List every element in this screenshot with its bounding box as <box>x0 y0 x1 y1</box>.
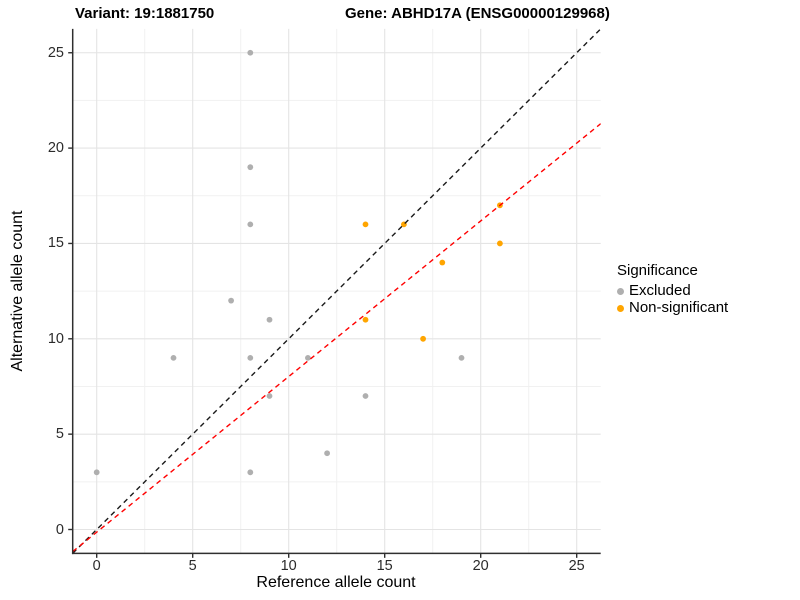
data-point-excluded <box>247 49 254 56</box>
legend-item-excluded: Excluded <box>617 283 728 299</box>
data-point-excluded <box>170 354 177 361</box>
data-point-excluded <box>458 354 465 361</box>
y-axis-label: Alternative allele count <box>9 210 26 372</box>
legend-title: Significance <box>617 262 698 279</box>
x-tick-label: 0 <box>92 558 101 574</box>
non-significant-point-icon <box>617 304 624 312</box>
data-point-excluded <box>247 164 254 171</box>
x-tick-label: 5 <box>188 558 197 574</box>
data-point-non-significant <box>439 259 446 266</box>
data-point-excluded <box>362 393 369 399</box>
legend-label-excluded: Excluded <box>629 282 691 299</box>
data-point-non-significant <box>497 240 503 247</box>
legend-label-non-significant: Non-significant <box>629 299 729 316</box>
data-point-excluded <box>247 469 254 476</box>
y-tick-label: 20 <box>47 140 64 157</box>
data-point-non-significant <box>420 335 426 342</box>
y-tick-label: 10 <box>47 330 64 347</box>
data-point-non-significant <box>362 221 369 228</box>
x-tick-label: 15 <box>376 558 393 574</box>
y-tick-label: 0 <box>55 521 64 538</box>
y-tick-label: 15 <box>47 235 64 252</box>
data-point-excluded <box>247 221 254 228</box>
data-point-excluded <box>228 297 235 304</box>
data-point-excluded <box>247 354 254 361</box>
data-point-excluded <box>93 469 100 476</box>
legend-item-non-significant: Non-significant <box>617 300 728 316</box>
legend: Significance Excluded Non-significant <box>617 261 728 317</box>
data-point-excluded <box>266 316 273 323</box>
data-point-excluded <box>324 450 330 457</box>
x-tick-label: 25 <box>568 558 585 574</box>
data-point-excluded <box>266 393 273 399</box>
x-tick-label: 10 <box>280 558 297 574</box>
y-tick-label: 5 <box>55 426 64 443</box>
variant-title: Variant: 19:1881750 <box>75 5 215 22</box>
y-tick-label: 25 <box>47 44 64 61</box>
gene-title: Gene: ABHD17A (ENSG00000129968) <box>345 5 610 22</box>
identity-line <box>72 28 601 554</box>
data-point-non-significant <box>362 316 369 323</box>
data-point-excluded <box>305 354 311 361</box>
x-axis-label: Reference allele count <box>256 574 416 591</box>
excluded-point-icon <box>617 287 624 295</box>
x-tick-label: 20 <box>472 558 489 574</box>
